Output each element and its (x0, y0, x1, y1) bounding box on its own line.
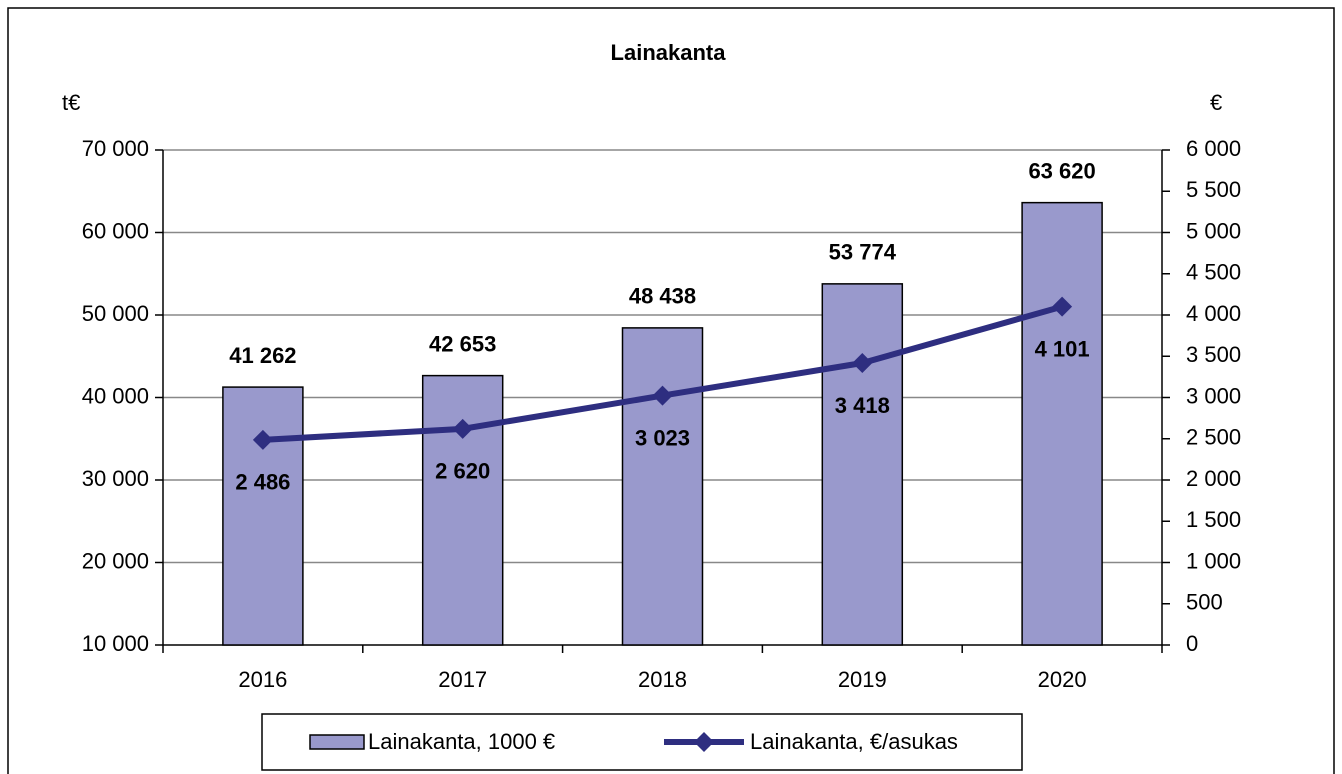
x-tick-label: 2019 (838, 667, 887, 692)
chart-title: Lainakanta (611, 40, 727, 65)
legend-swatch (309, 734, 365, 750)
y2-tick-label: 1 000 (1186, 548, 1241, 573)
chart-border (7, 7, 1335, 774)
marker (1052, 296, 1073, 317)
x-tick-label: 2020 (1038, 667, 1087, 692)
y2-tick-label: 3 000 (1186, 383, 1241, 408)
marker (452, 418, 473, 439)
data-label: 53 774 (829, 240, 897, 265)
legend-box (261, 713, 1023, 771)
y2-tick-label: 0 (1186, 631, 1198, 656)
y-tick-label: 20 000 (82, 548, 149, 573)
y2-tick-label: 5 500 (1186, 177, 1241, 202)
y-tick-label: 40 000 (82, 383, 149, 408)
y2-tick-label: 2 000 (1186, 466, 1241, 491)
bar (621, 327, 704, 646)
y2-tick-label: 1 500 (1186, 507, 1241, 532)
marker (652, 385, 673, 406)
marker (252, 429, 273, 450)
y-tick-label: 30 000 (82, 466, 149, 491)
y-tick-label: 10 000 (82, 631, 149, 656)
y2-tick-label: 4 000 (1186, 301, 1241, 326)
data-label: 4 101 (1035, 336, 1090, 361)
marker (852, 353, 873, 374)
y2-tick-label: 6 000 (1186, 136, 1241, 161)
legend-label: Lainakanta, 1000 € (368, 729, 555, 754)
data-label: 2 486 (235, 470, 290, 495)
y2-tick-label: 500 (1186, 590, 1223, 615)
x-tick-label: 2016 (238, 667, 287, 692)
data-label: 3 418 (835, 393, 890, 418)
y2-tick-label: 4 500 (1186, 260, 1241, 285)
legend-marker (694, 732, 714, 752)
data-label: 48 438 (629, 284, 696, 309)
y-tick-label: 70 000 (82, 136, 149, 161)
x-tick-label: 2018 (638, 667, 687, 692)
legend-label: Lainakanta, €/asukas (750, 729, 958, 754)
y2-tick-label: 3 500 (1186, 342, 1241, 367)
bar (421, 374, 504, 646)
data-label: 63 620 (1028, 158, 1095, 183)
bar (1021, 201, 1103, 646)
x-tick-label: 2017 (438, 667, 487, 692)
data-label: 2 620 (435, 459, 490, 484)
y2-axis-label: € (1210, 90, 1222, 115)
y2-tick-label: 2 500 (1186, 425, 1241, 450)
bar (222, 386, 304, 646)
data-label: 3 023 (635, 425, 690, 450)
data-label: 41 262 (229, 343, 296, 368)
y-tick-label: 60 000 (82, 218, 149, 243)
y-tick-label: 50 000 (82, 301, 149, 326)
data-label: 42 653 (429, 331, 496, 356)
y2-tick-label: 5 000 (1186, 218, 1241, 243)
bar (821, 283, 904, 646)
y-axis-label: t€ (62, 90, 80, 115)
